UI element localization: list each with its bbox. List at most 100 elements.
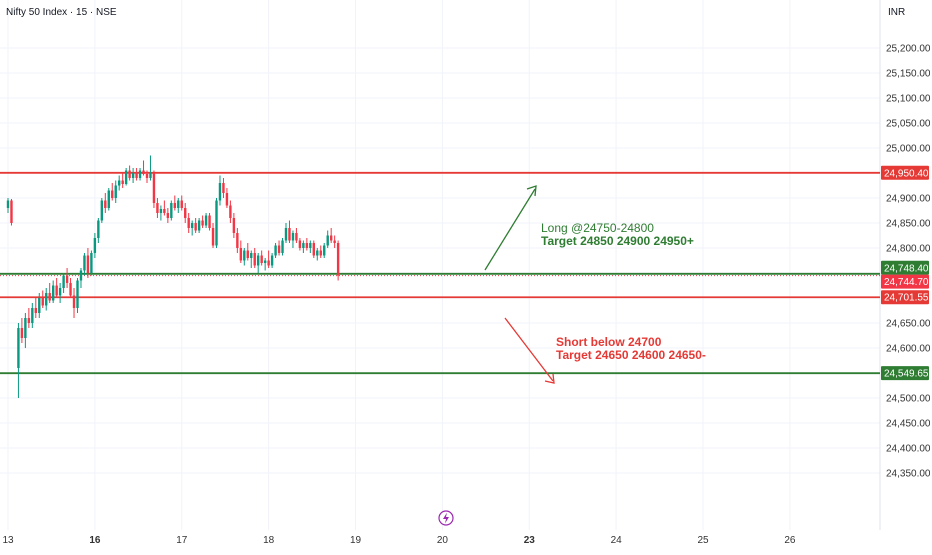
candle-body [180, 200, 183, 208]
candle-body [72, 295, 76, 308]
candle-body [170, 203, 173, 218]
candle-body [208, 215, 211, 228]
y-tick-label: 24,650.00 [886, 319, 931, 330]
candle-body [156, 203, 159, 213]
candle-body [142, 170, 145, 174]
candle-body [31, 308, 34, 323]
x-tick-label: 19 [350, 535, 362, 546]
time-axis[interactable]: 13 16 17 18 19 20 23 24 25 26 [2, 535, 795, 546]
candle-body [302, 243, 305, 248]
candle-body [263, 260, 267, 263]
candle-body [111, 190, 114, 198]
x-tick-label: 18 [263, 535, 275, 546]
candle-body [62, 275, 65, 288]
y-tick-label: 24,450.00 [886, 419, 931, 430]
long-label-line1: Long @24750-24800 [541, 221, 654, 235]
level-badge-support-1 [881, 260, 929, 275]
candle-body [246, 250, 249, 258]
level-badge-breakdown [881, 290, 929, 305]
x-tick-label: 25 [697, 535, 709, 546]
candle-body [34, 308, 37, 313]
candle-body [197, 220, 201, 231]
x-tick-label: 17 [176, 535, 188, 546]
y-tick-label: 24,400.00 [886, 444, 931, 455]
candle-body [131, 173, 135, 178]
candle-body [124, 170, 128, 184]
candle-body [309, 243, 312, 248]
candle-body [104, 200, 107, 208]
candle-body [138, 170, 142, 178]
candle-body [163, 209, 166, 213]
candle-body [257, 255, 260, 266]
candle-body [41, 298, 44, 306]
candle-body [145, 174, 149, 178]
candle-body [229, 205, 232, 218]
level-label-support-2: 24,549.65 [884, 369, 929, 380]
candle-body [288, 228, 291, 241]
short-label-line2: Target 24650 24600 24650- [556, 348, 706, 362]
candle-body [51, 285, 55, 301]
y-tick-label: 25,200.00 [886, 44, 931, 55]
candle-body [86, 255, 90, 273]
candles [6, 155, 340, 398]
candle-body [128, 170, 131, 178]
level-badge-resistance [881, 165, 929, 180]
candle-body [218, 183, 222, 201]
candle-body [65, 275, 69, 283]
candle-body [10, 200, 13, 223]
candle-body [204, 215, 208, 226]
candle-body [190, 223, 194, 228]
candle-body [236, 233, 239, 248]
candle-body [159, 209, 163, 213]
y-tick-label: 24,350.00 [886, 469, 931, 480]
candle-body [187, 218, 190, 228]
y-tick-label: 25,100.00 [886, 94, 931, 105]
candle-body [100, 200, 104, 221]
candle-body [184, 208, 187, 218]
level-badge-last-price [881, 274, 929, 289]
lightning-icon[interactable] [438, 510, 454, 526]
long-label-line2: Target 24850 24900 24950+ [541, 234, 694, 248]
candle-body [79, 270, 83, 281]
candle-body [97, 220, 100, 238]
candle-body [58, 288, 62, 296]
level-label-support-1: 24,748.40 [884, 263, 929, 274]
y-tick-label: 25,150.00 [886, 69, 931, 80]
candle-body [121, 180, 124, 184]
x-tick-label: 16 [89, 535, 101, 546]
candle-body [312, 243, 315, 256]
short-label-line1: Short below 24700 [556, 335, 662, 349]
candle-body [177, 200, 180, 208]
candle-body [316, 250, 319, 256]
candle-body [260, 255, 263, 263]
candle-body [319, 250, 322, 256]
y-tick-label: 24,800.00 [886, 244, 931, 255]
y-tick-label: 24,900.00 [886, 194, 931, 205]
level-label-resistance: 24,950.40 [884, 168, 929, 179]
candle-body [298, 240, 302, 248]
candle-body [274, 245, 277, 256]
candle-body [48, 293, 51, 301]
candle-body [305, 243, 309, 248]
candle-body [281, 240, 284, 253]
candle-body [194, 223, 197, 231]
candle-body [24, 318, 27, 338]
currency-label: INR [888, 7, 905, 18]
level-label-last-price: 24,744.70 [884, 277, 929, 288]
candle-body [20, 328, 24, 338]
candle-body [90, 253, 93, 273]
candle-body [323, 245, 326, 256]
price-axis[interactable]: 25,200.00 25,150.00 25,100.00 25,050.00 25,0… [881, 44, 931, 480]
y-tick-label: 24,850.00 [886, 219, 931, 230]
candle-body [166, 213, 170, 218]
candle-body [336, 243, 340, 276]
candle-body [270, 255, 274, 266]
candle-body [284, 228, 288, 241]
grid-lines [0, 0, 881, 530]
price-levels[interactable] [0, 171, 880, 375]
candle-body [225, 193, 229, 206]
candle-body [333, 240, 336, 243]
candle-body [114, 185, 117, 198]
